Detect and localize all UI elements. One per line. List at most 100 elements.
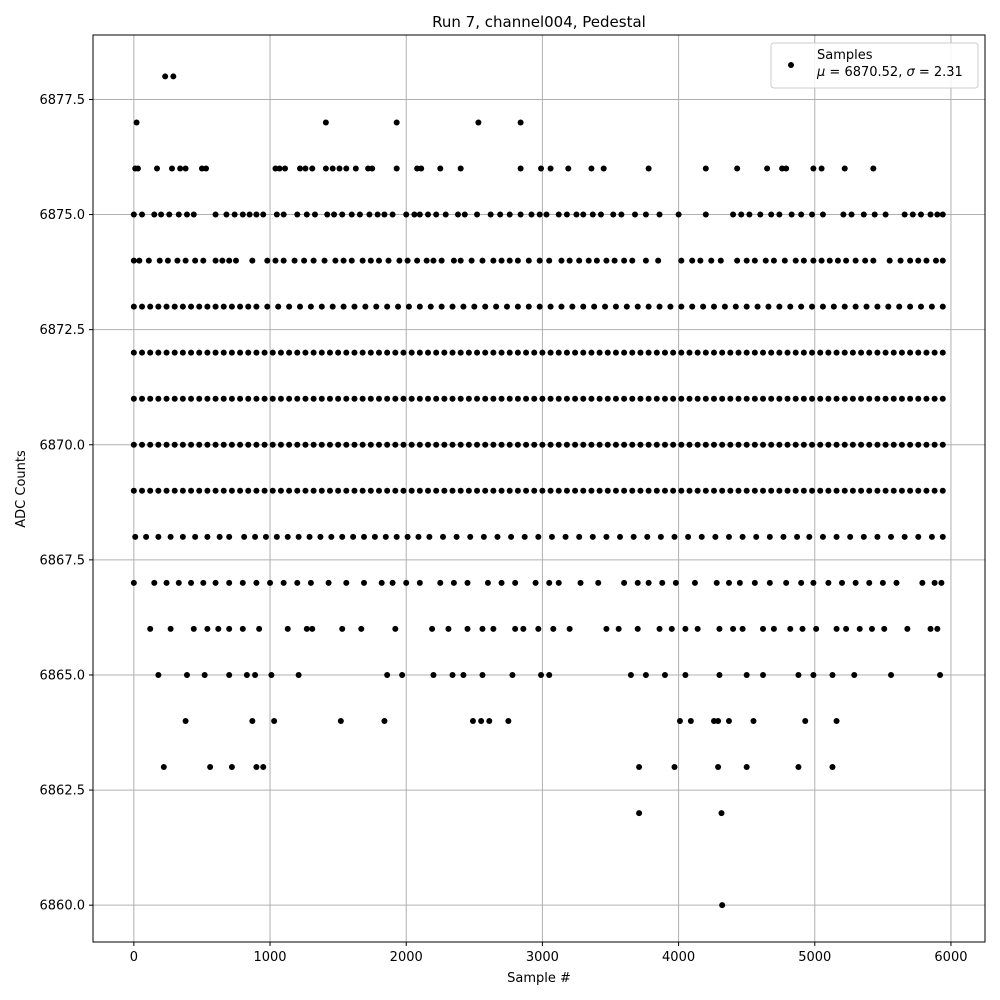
- data-point: [392, 487, 399, 494]
- data-point: [303, 625, 310, 632]
- data-point: [727, 349, 734, 356]
- data-point: [253, 303, 260, 310]
- data-point: [536, 211, 543, 218]
- data-point: [264, 303, 271, 310]
- x-tick-label: 4000: [662, 950, 695, 965]
- data-point: [188, 349, 195, 356]
- data-point: [506, 349, 513, 356]
- data-point: [535, 625, 542, 632]
- data-point: [656, 303, 663, 310]
- data-point: [433, 487, 440, 494]
- data-point: [326, 395, 333, 402]
- data-point: [939, 487, 946, 494]
- data-point: [766, 533, 773, 540]
- data-point: [450, 257, 457, 264]
- data-point: [562, 533, 569, 540]
- data-point: [833, 533, 840, 540]
- data-point: [465, 487, 472, 494]
- data-point: [627, 671, 634, 678]
- data-point: [348, 257, 355, 264]
- data-point: [416, 211, 423, 218]
- data-point: [498, 395, 505, 402]
- data-point: [792, 395, 799, 402]
- data-point: [171, 395, 178, 402]
- data-point: [204, 349, 211, 356]
- data-point: [326, 487, 333, 494]
- data-point: [415, 533, 422, 540]
- data-point: [267, 579, 274, 586]
- data-point: [637, 487, 644, 494]
- data-point: [636, 764, 643, 771]
- data-point: [548, 533, 555, 540]
- data-point: [856, 625, 863, 632]
- data-point: [810, 257, 817, 264]
- data-point: [751, 349, 758, 356]
- data-point: [490, 349, 497, 356]
- data-point: [182, 165, 189, 172]
- data-point: [882, 487, 889, 494]
- data-point: [351, 395, 358, 402]
- data-point: [237, 441, 244, 448]
- data-point: [668, 625, 675, 632]
- data-point: [615, 625, 622, 632]
- data-point: [678, 303, 685, 310]
- data-point: [588, 165, 595, 172]
- data-point: [375, 487, 382, 494]
- data-point: [175, 579, 182, 586]
- data-point: [743, 487, 750, 494]
- data-point: [343, 395, 350, 402]
- data-point: [204, 303, 211, 310]
- data-point: [190, 211, 197, 218]
- data-point: [351, 487, 358, 494]
- data-point: [449, 349, 456, 356]
- data-point: [179, 533, 186, 540]
- data-point: [580, 395, 587, 402]
- data-point: [294, 441, 301, 448]
- data-point: [866, 349, 873, 356]
- data-point: [550, 625, 557, 632]
- data-point: [385, 257, 392, 264]
- data-point: [931, 395, 938, 402]
- data-point: [834, 257, 841, 264]
- data-point: [735, 487, 742, 494]
- data-point: [311, 211, 318, 218]
- data-point: [460, 671, 467, 678]
- data-point: [642, 671, 649, 678]
- data-point: [716, 671, 723, 678]
- data-point: [253, 764, 260, 771]
- data-point: [166, 211, 173, 218]
- data-point: [890, 395, 897, 402]
- data-point: [196, 441, 203, 448]
- data-point: [203, 165, 210, 172]
- data-point: [163, 579, 170, 586]
- data-point: [604, 441, 611, 448]
- data-point: [754, 303, 761, 310]
- data-point: [309, 625, 316, 632]
- data-point: [563, 441, 570, 448]
- data-point: [531, 395, 538, 402]
- data-point: [806, 533, 813, 540]
- data-point: [678, 257, 685, 264]
- data-point: [393, 533, 400, 540]
- data-point: [358, 625, 365, 632]
- data-point: [576, 257, 583, 264]
- data-point: [373, 303, 380, 310]
- data-point: [294, 579, 301, 586]
- data-point: [611, 257, 618, 264]
- data-point: [645, 395, 652, 402]
- data-point: [870, 257, 877, 264]
- data-point: [271, 718, 278, 725]
- data-point: [505, 718, 512, 725]
- data-point: [171, 303, 178, 310]
- data-point: [678, 487, 685, 494]
- data-point: [645, 165, 652, 172]
- data-point: [732, 303, 739, 310]
- data-point: [416, 303, 423, 310]
- axis-ticks: 0 1000 2000 3000 4000 5000 6000 6860.0 6862.5 686…: [40, 93, 968, 965]
- data-point: [907, 487, 914, 494]
- data-point: [868, 625, 875, 632]
- data-point: [374, 211, 381, 218]
- data-point: [840, 211, 847, 218]
- data-point: [215, 625, 222, 632]
